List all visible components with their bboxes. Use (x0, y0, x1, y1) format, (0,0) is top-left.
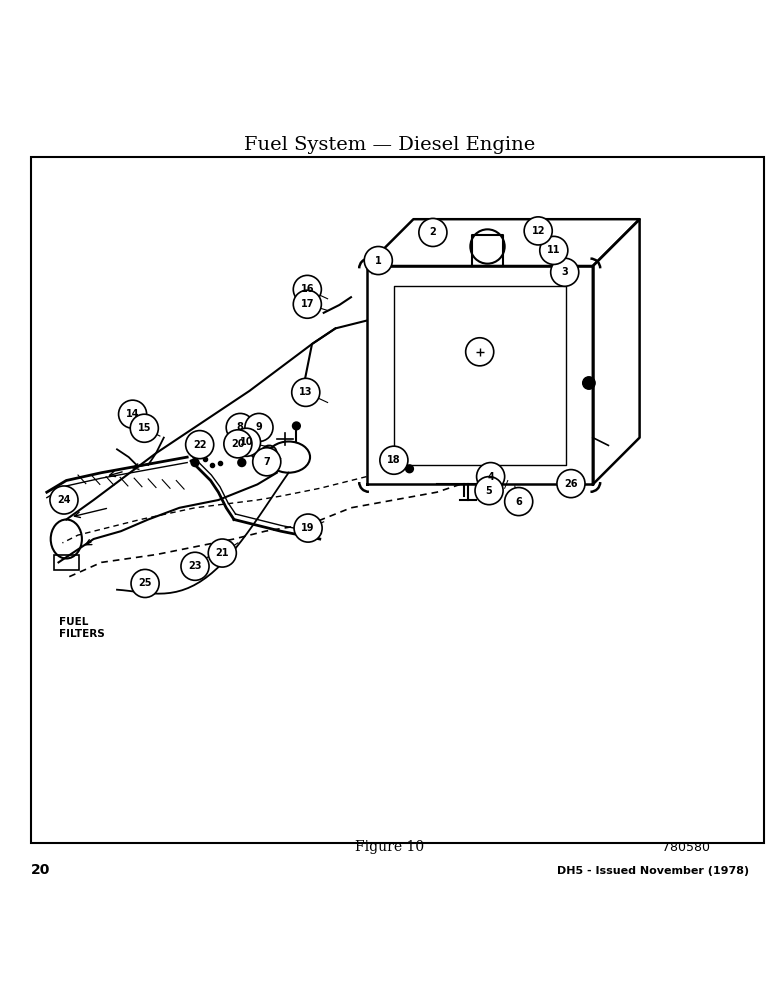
Circle shape (190, 458, 200, 467)
Text: 16: 16 (300, 284, 314, 294)
Circle shape (224, 430, 252, 458)
Text: 26: 26 (564, 479, 578, 489)
Circle shape (226, 413, 254, 442)
Circle shape (130, 414, 158, 442)
Circle shape (475, 477, 503, 505)
Text: 20: 20 (231, 439, 245, 449)
Circle shape (293, 290, 321, 318)
Text: 21: 21 (215, 548, 229, 558)
Text: 6: 6 (516, 497, 522, 507)
Text: 15: 15 (137, 423, 151, 433)
Circle shape (237, 458, 246, 467)
Circle shape (557, 470, 585, 498)
Text: 12: 12 (531, 226, 545, 236)
Circle shape (293, 275, 321, 303)
Circle shape (524, 217, 552, 245)
Text: 25: 25 (138, 578, 152, 588)
Text: Fuel System — Diesel Engine: Fuel System — Diesel Engine (244, 136, 536, 154)
Text: 5: 5 (486, 486, 492, 496)
Circle shape (292, 422, 300, 430)
Circle shape (245, 413, 273, 442)
Circle shape (186, 431, 214, 459)
Text: 11: 11 (547, 245, 561, 255)
Circle shape (181, 552, 209, 580)
Circle shape (406, 465, 413, 473)
Text: 7: 7 (264, 457, 270, 467)
Text: 13: 13 (299, 387, 313, 397)
Circle shape (50, 486, 78, 514)
Text: 9: 9 (256, 422, 262, 432)
Text: 19: 19 (301, 523, 315, 533)
Text: 24: 24 (57, 495, 71, 505)
Circle shape (505, 488, 533, 516)
Circle shape (583, 377, 595, 389)
Text: 20: 20 (31, 863, 51, 878)
Text: 8: 8 (237, 422, 243, 432)
Circle shape (551, 258, 579, 286)
Text: 2: 2 (430, 227, 436, 237)
Circle shape (131, 569, 159, 597)
Text: Figure 10: Figure 10 (356, 840, 424, 854)
Text: DH5 - Issued November (1978): DH5 - Issued November (1978) (557, 865, 749, 876)
Text: 4: 4 (488, 472, 494, 482)
Text: 3: 3 (562, 267, 568, 277)
Circle shape (253, 448, 281, 476)
Text: 23: 23 (188, 561, 202, 571)
Text: 17: 17 (300, 299, 314, 309)
Text: 18: 18 (387, 455, 401, 465)
Circle shape (540, 236, 568, 264)
Circle shape (477, 463, 505, 491)
Circle shape (232, 428, 261, 456)
Text: 10: 10 (239, 437, 254, 447)
Text: 1: 1 (375, 256, 381, 266)
Bar (31, 157, 764, 843)
Circle shape (294, 514, 322, 542)
Circle shape (364, 246, 392, 275)
Text: 780580: 780580 (662, 841, 711, 854)
Circle shape (208, 539, 236, 567)
Circle shape (380, 446, 408, 474)
Text: 22: 22 (193, 440, 207, 450)
Bar (54, 555, 79, 570)
Circle shape (292, 378, 320, 406)
Text: FUEL
FILTERS: FUEL FILTERS (58, 617, 105, 639)
Circle shape (119, 400, 147, 428)
Text: 14: 14 (126, 409, 140, 419)
Circle shape (419, 218, 447, 247)
